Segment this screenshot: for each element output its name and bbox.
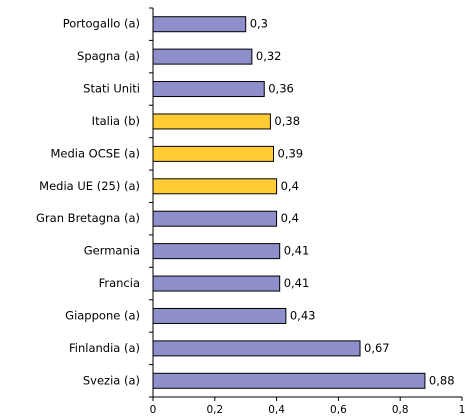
x-tick-label: 0,8 bbox=[392, 404, 409, 416]
bar bbox=[152, 113, 271, 130]
value-label: 0,41 bbox=[284, 244, 310, 258]
bar bbox=[152, 340, 361, 357]
y-tick-label: Portogallo (a) bbox=[63, 17, 140, 31]
bar bbox=[152, 48, 253, 65]
y-tick-label: Stati Uniti bbox=[83, 82, 140, 96]
bar bbox=[152, 210, 278, 227]
x-tick-label: 0 bbox=[150, 404, 157, 416]
bar bbox=[152, 275, 281, 292]
x-tick-label: 1 bbox=[459, 404, 465, 416]
y-tick-label: Gran Bretagna (a) bbox=[36, 211, 140, 225]
bar bbox=[152, 307, 287, 324]
value-label: 0,67 bbox=[364, 341, 390, 355]
bar bbox=[152, 372, 426, 389]
y-tick-label: Germania bbox=[84, 244, 140, 258]
bar bbox=[152, 81, 265, 98]
y-tick-label: Italia (b) bbox=[92, 114, 140, 128]
value-label: 0,39 bbox=[278, 146, 304, 160]
y-tick-label: Finlandia (a) bbox=[69, 341, 140, 355]
value-label: 0,88 bbox=[429, 373, 455, 387]
value-label: 0,36 bbox=[268, 82, 294, 96]
y-tick-label: Giappone (a) bbox=[65, 308, 140, 322]
value-label: 0,32 bbox=[256, 49, 282, 63]
bar bbox=[152, 145, 275, 162]
x-tick-label: 0,6 bbox=[330, 404, 347, 416]
value-label: 0,41 bbox=[284, 276, 310, 290]
value-label: 0,3 bbox=[250, 17, 268, 31]
y-tick-label: Media OCSE (a) bbox=[50, 146, 140, 160]
y-tick-label: Svezia (a) bbox=[83, 373, 140, 387]
y-tick-label: Media UE (25) (a) bbox=[39, 179, 140, 193]
bar bbox=[152, 178, 278, 195]
y-tick-label: Francia bbox=[99, 276, 140, 290]
x-tick-label: 0,2 bbox=[206, 404, 223, 416]
y-tick-label: Spagna (a) bbox=[77, 49, 140, 63]
x-tick-label: 0,4 bbox=[268, 404, 285, 416]
value-label: 0,43 bbox=[290, 308, 316, 322]
value-label: 0,4 bbox=[281, 211, 299, 225]
bar bbox=[152, 16, 247, 33]
value-label: 0,38 bbox=[274, 114, 300, 128]
value-label: 0,4 bbox=[281, 179, 299, 193]
bar bbox=[152, 243, 281, 260]
